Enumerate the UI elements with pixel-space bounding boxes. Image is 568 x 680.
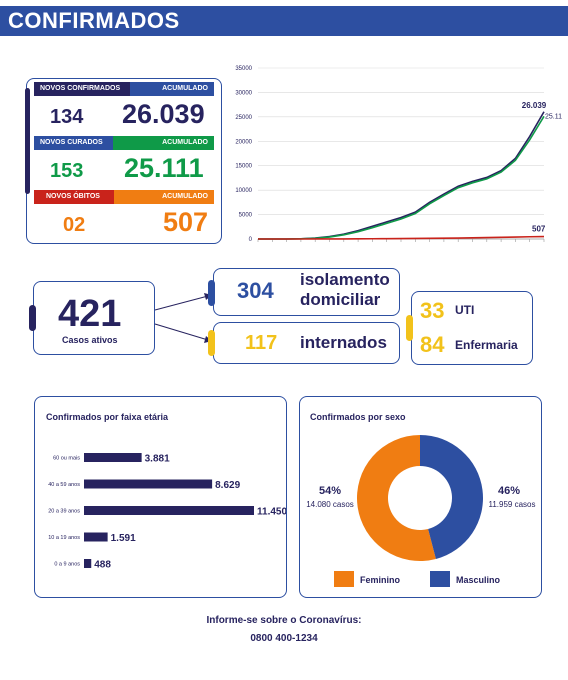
series-line-2: [258, 235, 545, 240]
age-bar-2: [84, 506, 254, 515]
age-category-label-1: 40 a 59 anos: [48, 482, 80, 488]
confirmados-acumulado-label: ACUMULADO: [162, 85, 208, 92]
active-cases-label: Casos ativos: [62, 335, 118, 345]
legend-swatch-feminino: [334, 571, 354, 587]
pct-label-masculino: 46%: [498, 485, 520, 497]
uti-value: 33: [420, 298, 445, 323]
age-category-label-4: 0 a 9 anos: [54, 562, 80, 568]
novos-confirmados-label: NOVOS CONFIRMADOS: [34, 82, 131, 96]
y-tick-label-1: 5000: [239, 213, 253, 219]
uti-label: UTI: [455, 303, 475, 317]
internados-label: internados: [300, 333, 387, 352]
active-cases-accent: [29, 305, 36, 331]
series-line-0: [258, 111, 545, 240]
isolamento-label-line1: isolamento: [300, 270, 390, 289]
pct-label-feminino: 54%: [319, 485, 341, 497]
age-bar-chart: 60 ou mais 3.881 40 a 59 anos 8.629 20 a 39 …: [48, 453, 286, 571]
age-bar-3: [84, 532, 108, 542]
age-category-label-0: 60 ou mais: [53, 456, 80, 462]
novos-obitos-label: NOVOS ÓBITOS: [34, 190, 114, 204]
arrow-down-line: [154, 323, 209, 341]
y-tick-label-2: 10000: [235, 188, 252, 194]
stats-panel: [26, 78, 222, 244]
sex-card: [299, 396, 542, 598]
confirmados-acumulado-value: 26.039: [122, 99, 205, 129]
uti-enfermaria-accent: [406, 315, 413, 341]
age-value-label-0: 3.881: [145, 454, 170, 465]
count-label-masculino: 11.959 casos: [489, 500, 536, 509]
stats-panel-accent: [25, 88, 30, 194]
age-bar-4: [84, 559, 92, 568]
end-label-curados: 25.111: [545, 113, 562, 120]
y-tick-label-3: 15000: [235, 164, 252, 170]
age-card: [34, 396, 287, 598]
sex-donut-chart: 54% 14.080 casos 46% 11.959 casos Feminino Ma…: [306, 435, 536, 587]
arrow-up-line: [154, 295, 209, 311]
obitos-acumulado-label: ACUMULADO: [162, 193, 208, 200]
obitos-label-bar: NOVOS ÓBITOS ACUMULADO: [34, 190, 214, 204]
curados-acumulado-label: ACUMULADO: [162, 139, 208, 146]
enfermaria-label: Enfermaria: [455, 338, 518, 352]
page-title: CONFIRMADOS: [8, 8, 180, 33]
y-tick-label-4: 20000: [235, 139, 252, 145]
obitos-acumulado-value: 507: [163, 207, 209, 237]
internados-box: [213, 322, 400, 364]
donut-slice-feminino: [357, 435, 436, 561]
age-value-label-2: 11.450: [257, 507, 286, 518]
age-card-title: Confirmados por faixa etária: [46, 412, 169, 422]
novos-curados-value: 153: [50, 160, 84, 182]
isolamento-box: [213, 268, 400, 316]
curados-acumulado-value: 25.111: [124, 153, 204, 183]
internados-accent: [208, 330, 215, 356]
legend-label-masculino: Masculino: [456, 575, 501, 585]
curados-label-bar: NOVOS CURADOS ACUMULADO: [34, 136, 214, 150]
end-label-obitos: 507: [532, 225, 546, 234]
legend-label-feminino: Feminino: [360, 575, 401, 585]
y-tick-label-7: 35000: [235, 66, 252, 72]
count-label-feminino: 14.080 casos: [306, 500, 354, 509]
donut-slice-masculino: [420, 435, 484, 559]
age-value-label-1: 8.629: [215, 480, 240, 491]
enfermaria-value: 84: [420, 332, 445, 357]
isolamento-accent: [208, 280, 215, 306]
age-value-label-4: 488: [94, 560, 111, 571]
isolamento-label: isolamento domiciliar: [300, 270, 390, 310]
series-line-1: [258, 115, 545, 240]
internados-value: 117: [245, 332, 278, 354]
novos-obitos-value: 02: [63, 214, 86, 236]
header-bar: [0, 6, 568, 36]
isolamento-value: 304: [237, 278, 274, 303]
y-tick-label-5: 25000: [235, 115, 252, 121]
active-cases-value: 421: [58, 293, 122, 335]
confirmados-label-bar: NOVOS CONFIRMADOS ACUMULADO: [34, 82, 214, 96]
isolamento-label-line2: domiciliar: [300, 290, 381, 309]
sex-card-title: Confirmados por sexo: [310, 412, 406, 422]
legend-swatch-masculino: [430, 571, 450, 587]
age-category-label-2: 20 a 39 anos: [48, 509, 80, 515]
age-bar-0: [84, 453, 142, 462]
active-cases-box: [33, 281, 155, 355]
y-tick-label-6: 30000: [235, 90, 252, 96]
age-category-label-3: 10 a 19 anos: [48, 535, 80, 541]
footer-phone[interactable]: 0800 400-1234: [250, 633, 318, 644]
novos-confirmados-value: 134: [50, 106, 84, 128]
footer-info: Informe-se sobre o Coronavírus:: [206, 615, 362, 626]
age-bar-1: [84, 479, 213, 489]
y-tick-label-0: 0: [249, 237, 253, 243]
novos-curados-label: NOVOS CURADOS: [34, 136, 113, 150]
age-value-label-3: 1.591: [111, 533, 136, 544]
end-label-confirmados: 26.039: [522, 101, 547, 110]
cumulative-line-chart: 0 5000 10000 15000 20000 25000 30000 35000 26.03…: [235, 66, 562, 243]
